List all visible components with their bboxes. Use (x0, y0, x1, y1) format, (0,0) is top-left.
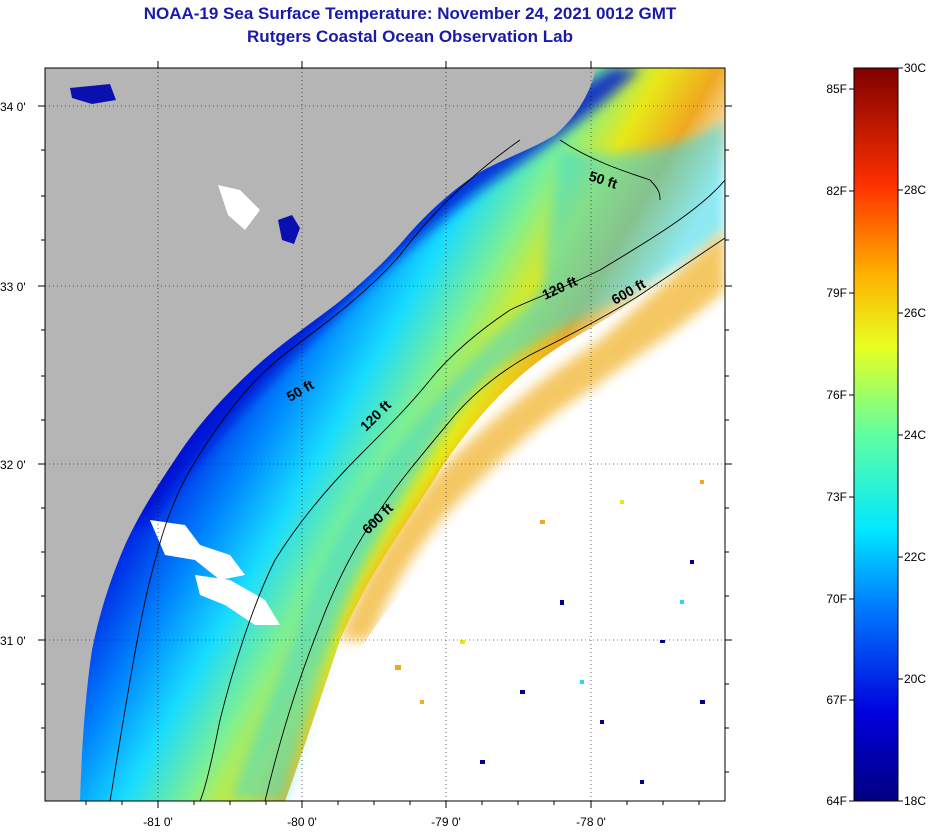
lat-label-31: 31 0' (0, 634, 26, 648)
cloud-patch (300, 350, 725, 801)
offshore-warm-band (340, 230, 725, 640)
lon-label-81: -81 0' (143, 815, 173, 829)
colorbar-c-20: 20C (904, 672, 926, 686)
map-subtitle: Rutgers Coastal Ocean Observation Lab (247, 27, 573, 46)
cloud-patch (150, 520, 245, 580)
colorbar-f-67: 67F (826, 693, 847, 707)
colorbar-f-85: 85F (826, 82, 847, 96)
colorbar-f-64: 64F (826, 794, 847, 808)
colorbar-ticks (849, 67, 903, 802)
colorbar-c-24: 24C (904, 428, 926, 442)
lon-label-80: -80 0' (287, 815, 317, 829)
lat-label-32: 32 0' (0, 458, 26, 472)
depth-contours (109, 139, 725, 801)
cloud-patch (218, 185, 260, 230)
colorbar-f-70: 70F (826, 592, 847, 606)
colorbar (853, 67, 899, 802)
colorbar-c-22: 22C (904, 550, 926, 564)
land-mass (45, 68, 596, 801)
map-frame (44, 67, 726, 802)
map-title: NOAA-19 Sea Surface Temperature: Novembe… (143, 4, 677, 23)
colorbar-f-73: 73F (826, 490, 847, 504)
map-area: 50 ft 120 ft 600 ft 50 ft 120 ft 600 ft (45, 68, 725, 801)
lon-label-78: -78 0' (576, 815, 606, 829)
lon-label-79: -79 0' (431, 815, 461, 829)
axis-ticks (38, 61, 732, 808)
colorbar-c-28: 28C (904, 183, 926, 197)
colorbar-f-79: 79F (826, 286, 847, 300)
speckle-field (395, 480, 705, 784)
contour-120ft (199, 179, 725, 801)
lake-feature (278, 215, 300, 244)
lat-label-33: 33 0' (0, 280, 26, 294)
colorbar-c-18: 18C (904, 794, 926, 808)
shelf-warm-band (230, 120, 725, 801)
lat-label-34: 34 0' (0, 100, 26, 114)
colorbar-c-26: 26C (904, 306, 926, 320)
colorbar-f-76: 76F (826, 388, 847, 402)
graticule (45, 68, 725, 801)
cloud-patch (195, 575, 280, 625)
lake-feature (70, 84, 116, 104)
colorbar-f-82: 82F (826, 184, 847, 198)
contour-600ft (264, 237, 725, 801)
colorbar-c-30: 30C (904, 61, 926, 75)
contour-50ft (109, 139, 661, 801)
